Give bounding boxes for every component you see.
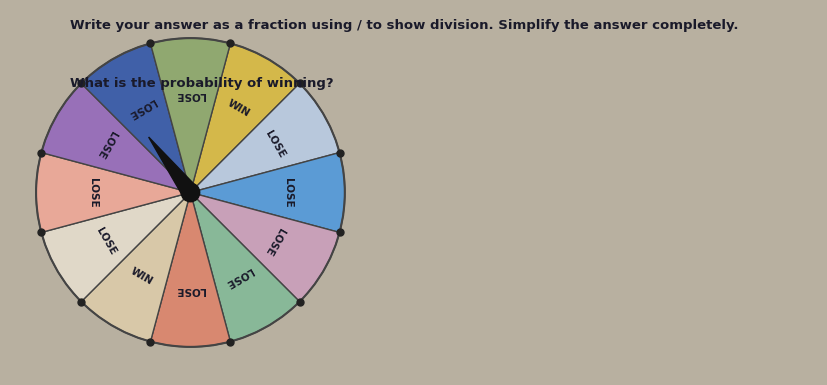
Text: LOSE: LOSE <box>127 97 157 120</box>
Text: Write your answer as a fraction using / to show division. Simplify the answer co: Write your answer as a fraction using / … <box>70 19 738 32</box>
Wedge shape <box>81 192 190 341</box>
Text: LOSE: LOSE <box>282 178 292 207</box>
Text: LOSE: LOSE <box>263 129 286 159</box>
Text: WIN: WIN <box>129 266 155 287</box>
Text: LOSE: LOSE <box>223 265 254 288</box>
Text: LOSE: LOSE <box>88 178 98 207</box>
Wedge shape <box>190 152 344 233</box>
Text: WIN: WIN <box>226 98 251 119</box>
Text: LOSE: LOSE <box>175 285 205 295</box>
Wedge shape <box>190 192 299 341</box>
Wedge shape <box>41 192 190 302</box>
Wedge shape <box>151 192 230 347</box>
Wedge shape <box>190 83 339 192</box>
Wedge shape <box>190 192 339 302</box>
Text: LOSE: LOSE <box>94 226 117 256</box>
Polygon shape <box>149 137 197 198</box>
Wedge shape <box>151 38 230 193</box>
Text: LOSE: LOSE <box>263 226 286 256</box>
Wedge shape <box>41 83 190 192</box>
Wedge shape <box>81 44 190 192</box>
Wedge shape <box>190 44 299 192</box>
Circle shape <box>181 183 199 202</box>
Wedge shape <box>36 152 190 233</box>
Text: LOSE: LOSE <box>94 129 117 159</box>
Text: What is the probability of winning?: What is the probability of winning? <box>70 77 333 90</box>
Text: LOSE: LOSE <box>175 90 205 100</box>
